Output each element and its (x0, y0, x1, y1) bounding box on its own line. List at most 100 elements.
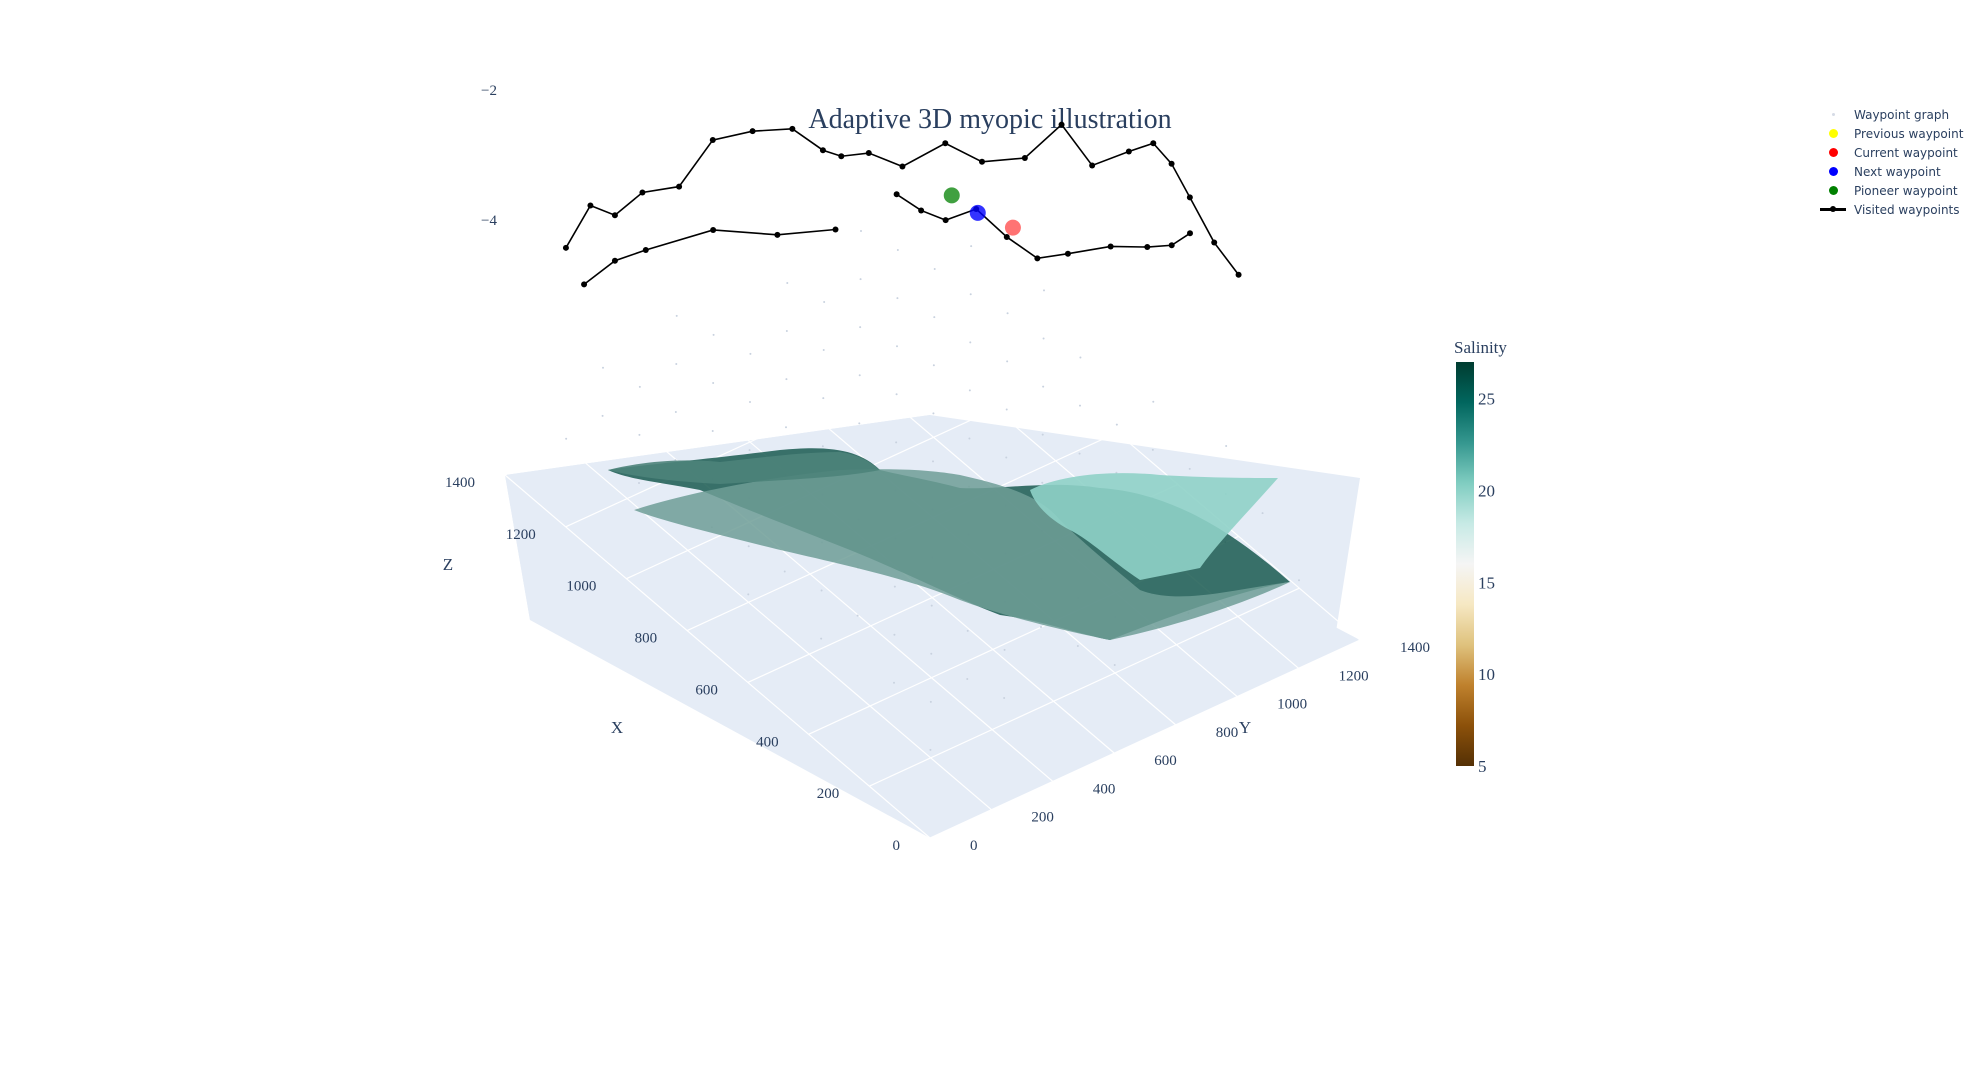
graph-node (747, 593, 750, 596)
waypoint-markers (943, 187, 1021, 236)
graph-node (638, 385, 641, 388)
visited-waypoint (899, 163, 906, 170)
grid-line-x (869, 587, 1300, 787)
legend-label: Next waypoint (1854, 164, 1941, 179)
graph-node (1079, 404, 1081, 407)
graph-node (820, 589, 823, 592)
visited-waypoint (611, 212, 618, 219)
visited-waypoint (1150, 140, 1157, 147)
graph-node (968, 437, 971, 440)
y-tick-labels: 0 200 400 600 800 1000 1200 1400 (970, 640, 1430, 854)
colorbar-tick-label: 10 (1478, 665, 1495, 684)
graph-node (785, 330, 788, 333)
graph-node (638, 482, 640, 484)
graph-node (1078, 452, 1081, 455)
legend-swatch (1818, 108, 1848, 122)
grid-line-y (504, 474, 931, 839)
graph-node (675, 314, 678, 317)
axes-labels: Z X Y 0 200 400 600 800 1000 1200 1400 0 200 400 6… (443, 83, 1430, 854)
visited-waypoint (979, 158, 985, 165)
visited-waypoint (562, 244, 569, 251)
graph-node (859, 326, 862, 329)
graph-node (1042, 385, 1045, 388)
graph-node (1113, 664, 1116, 667)
legend-item[interactable]: Waypoint graph (1818, 105, 1968, 124)
visited-waypoint (639, 189, 646, 196)
graph-node (930, 604, 933, 607)
y-tick-label: 1000 (1277, 697, 1307, 713)
z-tick-labels: −2 −4 (481, 83, 497, 229)
y-tick-label: 0 (970, 838, 978, 854)
graph-node (1003, 696, 1006, 699)
y-tick-label: 1200 (1339, 668, 1369, 684)
graph-node (1261, 512, 1264, 515)
legend-label: Visited waypoints (1854, 202, 1960, 217)
legend-label: Waypoint graph (1854, 107, 1950, 122)
graph-node (896, 297, 899, 300)
legend-swatch (1818, 146, 1848, 160)
y-axis-title: Y (1239, 718, 1251, 737)
legend-item[interactable]: Visited waypoints (1818, 200, 1968, 219)
legend-item[interactable]: Current waypoint (1818, 143, 1968, 162)
graph-node (1043, 289, 1045, 292)
graph-node (969, 341, 972, 344)
y-tick-label: 400 (1093, 781, 1116, 797)
graph-node (822, 397, 825, 400)
graph-node (1006, 360, 1009, 363)
graph-node (932, 364, 935, 367)
visited-waypoints-path (562, 121, 1242, 288)
graph-node (930, 652, 933, 655)
graph-node (749, 352, 752, 355)
y-tick-label: 800 (1216, 725, 1239, 741)
salinity-surfaces (608, 448, 1290, 640)
graph-node (1298, 579, 1300, 582)
graph-node (712, 381, 715, 384)
legend-item[interactable]: Next waypoint (1818, 162, 1968, 181)
salinity-surface-high (1030, 473, 1278, 580)
graph-node (893, 633, 896, 636)
legend-item[interactable]: Previous waypoint (1818, 124, 1968, 143)
graph-node (602, 366, 604, 369)
visited-waypoint (1187, 230, 1193, 237)
graph-node (896, 345, 898, 348)
legend-swatch (1818, 184, 1848, 198)
graph-node (1225, 444, 1228, 447)
next-waypoint (969, 204, 986, 221)
graph-node (1005, 408, 1008, 411)
graph-node (929, 748, 932, 751)
graph-node (1115, 423, 1118, 426)
visited-waypoint (832, 226, 839, 233)
legend-swatch (1818, 203, 1848, 217)
visited-waypoint (1064, 250, 1071, 257)
visited-waypoint (1211, 239, 1218, 246)
legend-label: Previous waypoint (1854, 126, 1964, 141)
legend-item[interactable]: Pioneer waypoint (1818, 181, 1968, 200)
visited-waypoint (774, 231, 781, 238)
visited-waypoint (1021, 155, 1028, 162)
graph-node (966, 677, 969, 680)
visited-waypoint (1003, 233, 1010, 240)
graph-node (785, 426, 787, 429)
visited-waypoint (942, 140, 949, 147)
graph-node (929, 700, 932, 703)
graph-node (638, 433, 641, 436)
graph-node (674, 459, 677, 462)
visited-waypoint (1107, 243, 1114, 250)
graph-node (970, 245, 973, 248)
graph-node (858, 374, 861, 377)
graph-node (1003, 648, 1006, 651)
pioneer-waypoint (943, 187, 960, 204)
visited-waypoint (865, 150, 872, 157)
colorbar-gradient (1456, 362, 1474, 766)
graph-node (822, 349, 825, 352)
graph-node (601, 414, 604, 417)
colorbar-title: Salinity (1454, 338, 1507, 357)
graph-node (1042, 337, 1045, 340)
graph-node (933, 268, 936, 271)
legend-swatch (1818, 165, 1848, 179)
visited-waypoint (581, 281, 588, 288)
graph-node (1006, 312, 1009, 315)
graph-node (747, 545, 750, 548)
z-axis-title: Z (443, 555, 453, 574)
